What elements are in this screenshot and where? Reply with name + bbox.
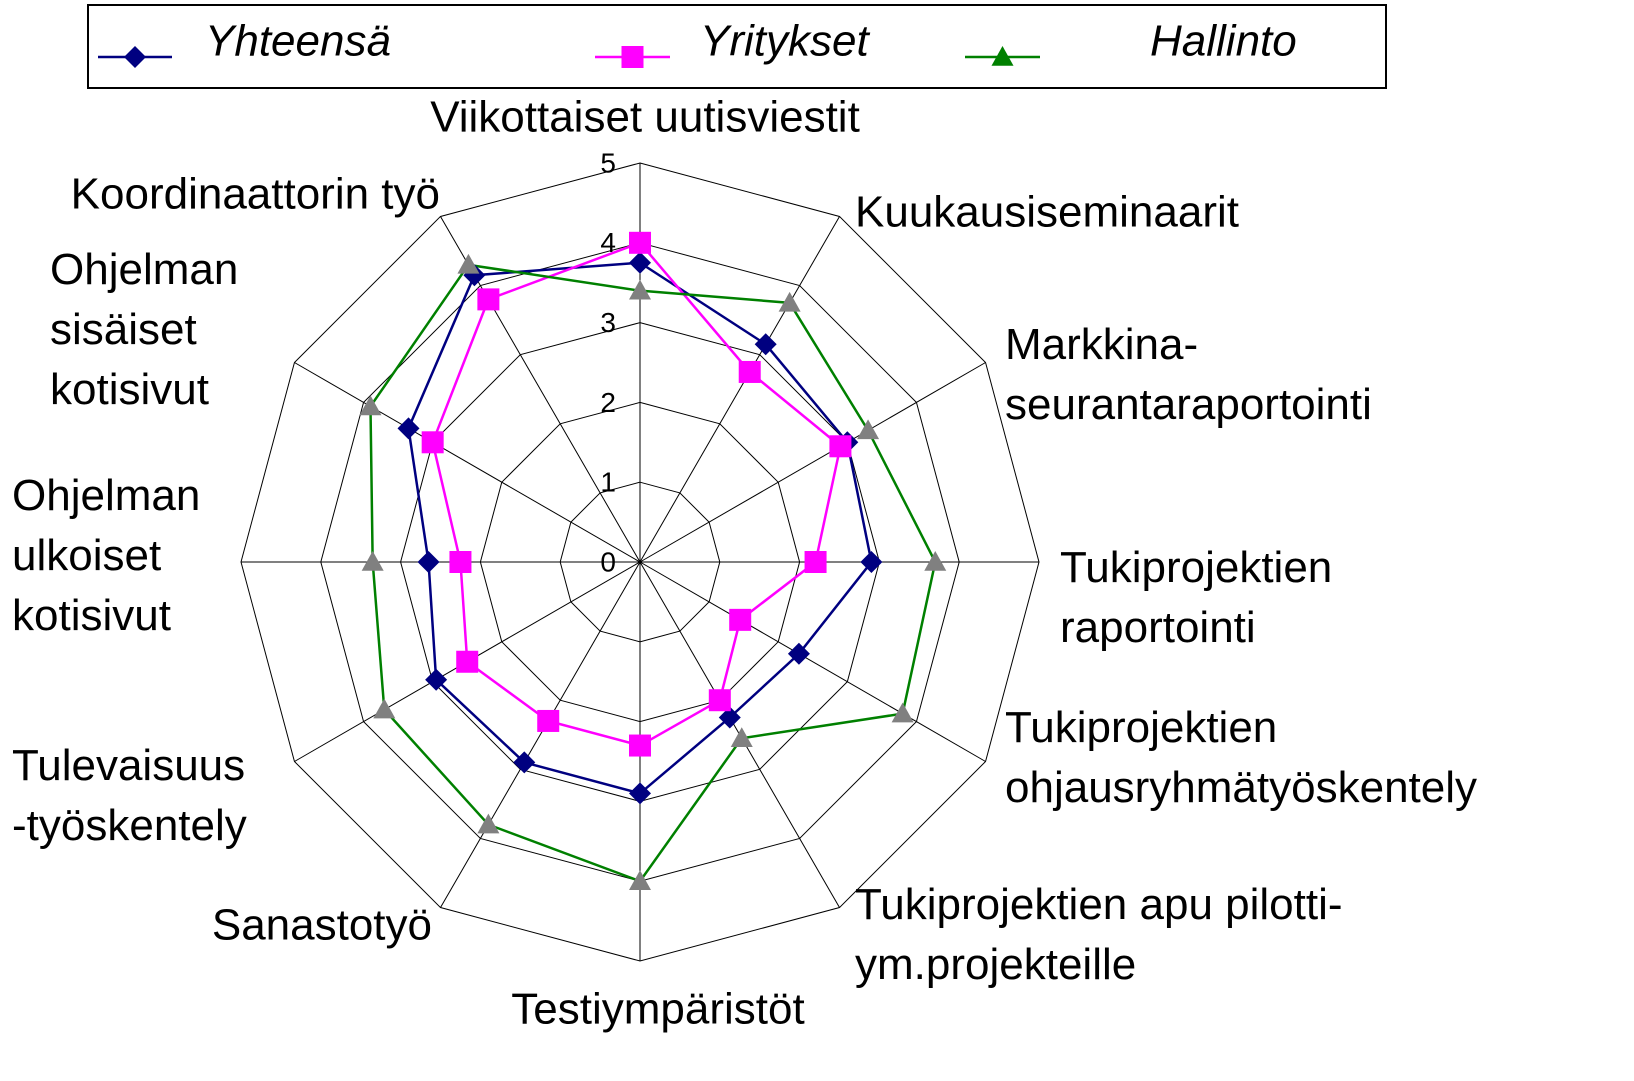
- category-label: Tukiprojektien raportointi: [1060, 543, 1332, 652]
- category-label: Testiympäristöt: [511, 985, 804, 1034]
- spoke: [440, 561, 641, 908]
- marker: [804, 551, 827, 573]
- marker: [621, 46, 644, 68]
- category-label: Markkina-seurantaraportointi: [1005, 320, 1372, 429]
- category-label: Tukiprojektien apu pilotti-ym.projekteil…: [855, 880, 1343, 989]
- category-label: Viikottaiset uutisviestit: [430, 93, 860, 142]
- marker: [417, 551, 440, 573]
- marker: [449, 551, 472, 573]
- marker: [729, 608, 752, 631]
- marker: [629, 782, 651, 805]
- marker: [397, 417, 420, 440]
- series-layer: [359, 231, 947, 890]
- marker: [991, 46, 1014, 66]
- labels-layer: 0 1 2 3 4 5 Viikottaiset uutisviestit Kuukausis…: [12, 17, 1477, 1034]
- tick-label: 5: [600, 147, 616, 178]
- marker: [924, 551, 947, 571]
- marker: [421, 431, 444, 454]
- marker: [361, 551, 384, 571]
- marker: [857, 419, 880, 440]
- tick-label: 2: [600, 387, 616, 418]
- category-label: Tulevaisuus -työskentely: [12, 741, 247, 850]
- marker: [513, 751, 536, 774]
- spoke: [639, 362, 986, 563]
- series-line: [431, 241, 842, 747]
- category-label: Ohjelman ulkoiset kotisivut: [12, 471, 200, 640]
- marker: [457, 253, 480, 274]
- tick-label: 4: [600, 227, 616, 258]
- marker: [359, 395, 382, 416]
- legend-label: Yhteensä: [205, 17, 391, 66]
- marker: [477, 813, 500, 834]
- spoke: [639, 561, 986, 762]
- marker: [738, 360, 761, 383]
- marker: [787, 642, 810, 665]
- marker: [860, 551, 883, 573]
- marker: [425, 668, 448, 691]
- tick-label: 3: [600, 307, 616, 338]
- marker: [718, 706, 741, 729]
- marker: [708, 689, 731, 712]
- marker: [373, 698, 396, 719]
- tick-label: 0: [600, 546, 616, 577]
- marker: [629, 231, 651, 254]
- tick-label: 1: [600, 467, 616, 498]
- category-label: Kuukausiseminaarit: [855, 188, 1239, 237]
- category-label: Koordinaattorin työ: [71, 170, 440, 219]
- marker: [456, 650, 479, 673]
- marker: [124, 46, 146, 68]
- marker: [778, 291, 801, 312]
- marker: [629, 734, 651, 757]
- marker: [629, 251, 651, 274]
- spoke: [639, 216, 840, 563]
- marker: [629, 870, 651, 890]
- marker: [829, 435, 852, 458]
- category-label: Ohjelman sisäiset kotisivut: [50, 245, 238, 414]
- marker: [629, 279, 651, 300]
- legend-box: [87, 4, 1387, 89]
- spoke: [294, 362, 641, 563]
- category-label: Tukiprojektien ohjausryhmätyöskentely: [1005, 703, 1477, 812]
- legend-label: Hallinto: [1150, 17, 1297, 66]
- marker: [537, 709, 560, 732]
- category-label: Sanastotyö: [212, 901, 432, 950]
- marker: [891, 702, 914, 723]
- marker: [477, 288, 500, 311]
- legend-label: Yritykset: [700, 17, 870, 66]
- series-line: [369, 263, 937, 883]
- marker: [730, 727, 753, 748]
- marker: [754, 333, 777, 356]
- grid: [240, 162, 1040, 962]
